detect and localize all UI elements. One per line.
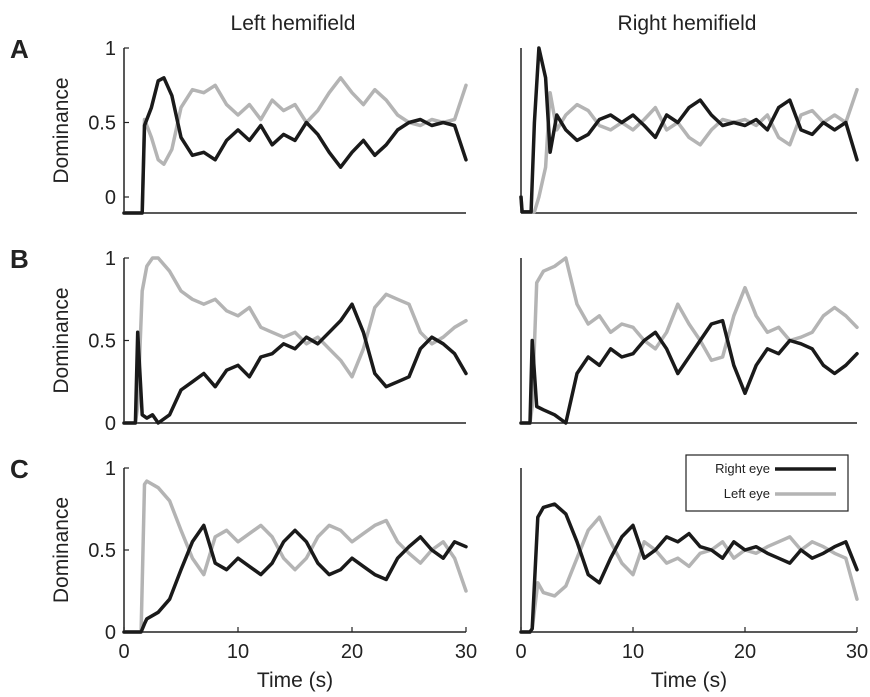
x-tick-label: 20 — [734, 641, 756, 663]
series-line-left-eye — [519, 515, 859, 634]
x-tick-label: 0 — [515, 641, 526, 663]
column-title-left: Left hemifield — [231, 12, 356, 35]
y-tick-label: 0 — [105, 187, 116, 209]
x-tick-label: 30 — [846, 641, 868, 663]
x-tick-label: 30 — [455, 641, 477, 663]
x-tick-label: 0 — [118, 641, 129, 663]
y-axis-label: Dominance — [50, 287, 73, 393]
series-line-left-eye — [519, 256, 859, 425]
series-line-right-eye — [122, 523, 468, 634]
series-line-right-eye — [122, 76, 468, 215]
series-line-left-eye — [122, 479, 468, 634]
series-line-left-eye — [122, 256, 468, 425]
y-tick-label: 1 — [105, 458, 116, 480]
y-tick-label: 0.5 — [88, 113, 116, 135]
column-title-right: Right hemifield — [618, 12, 757, 35]
series-line-right-eye — [519, 318, 859, 425]
panel-a-right — [519, 46, 859, 214]
panel-letter-a: A — [10, 34, 29, 64]
legend: Right eye Left eye — [685, 454, 849, 512]
y-tick-label: 1 — [105, 38, 116, 60]
x-axis-label: Time (s) — [651, 669, 727, 692]
panel-letter-b: B — [10, 244, 29, 274]
y-tick-label: 1 — [105, 248, 116, 270]
y-tick-label: 0 — [105, 622, 116, 644]
series-line-left-eye — [122, 76, 468, 215]
panel-letter-c: C — [10, 454, 29, 484]
x-tick-label: 20 — [341, 641, 363, 663]
y-tick-label: 0 — [105, 413, 116, 435]
x-tick-label: 10 — [227, 641, 249, 663]
y-tick-label: 0.5 — [88, 331, 116, 353]
panel-b-right — [519, 256, 859, 425]
series-line-right-eye — [519, 502, 859, 634]
legend-label-left-eye: Left eye — [724, 486, 770, 501]
panel-c-right: 0 10 20 30 Time (s) — [515, 468, 868, 692]
x-axis-label: Time (s) — [257, 669, 333, 692]
legend-box — [685, 454, 849, 512]
series-line-right-eye — [519, 46, 859, 214]
y-axis-label: Dominance — [50, 77, 73, 183]
y-axis-label: Dominance — [50, 497, 73, 603]
panel-a-left: 0 0.5 1 Dominance — [50, 38, 468, 215]
y-tick-label: 0.5 — [88, 540, 116, 562]
legend-label-right-eye: Right eye — [715, 461, 770, 476]
series-line-right-eye — [122, 302, 468, 425]
panel-b-left: 0 0.5 1 Dominance — [50, 248, 468, 435]
x-tick-label: 10 — [622, 641, 644, 663]
